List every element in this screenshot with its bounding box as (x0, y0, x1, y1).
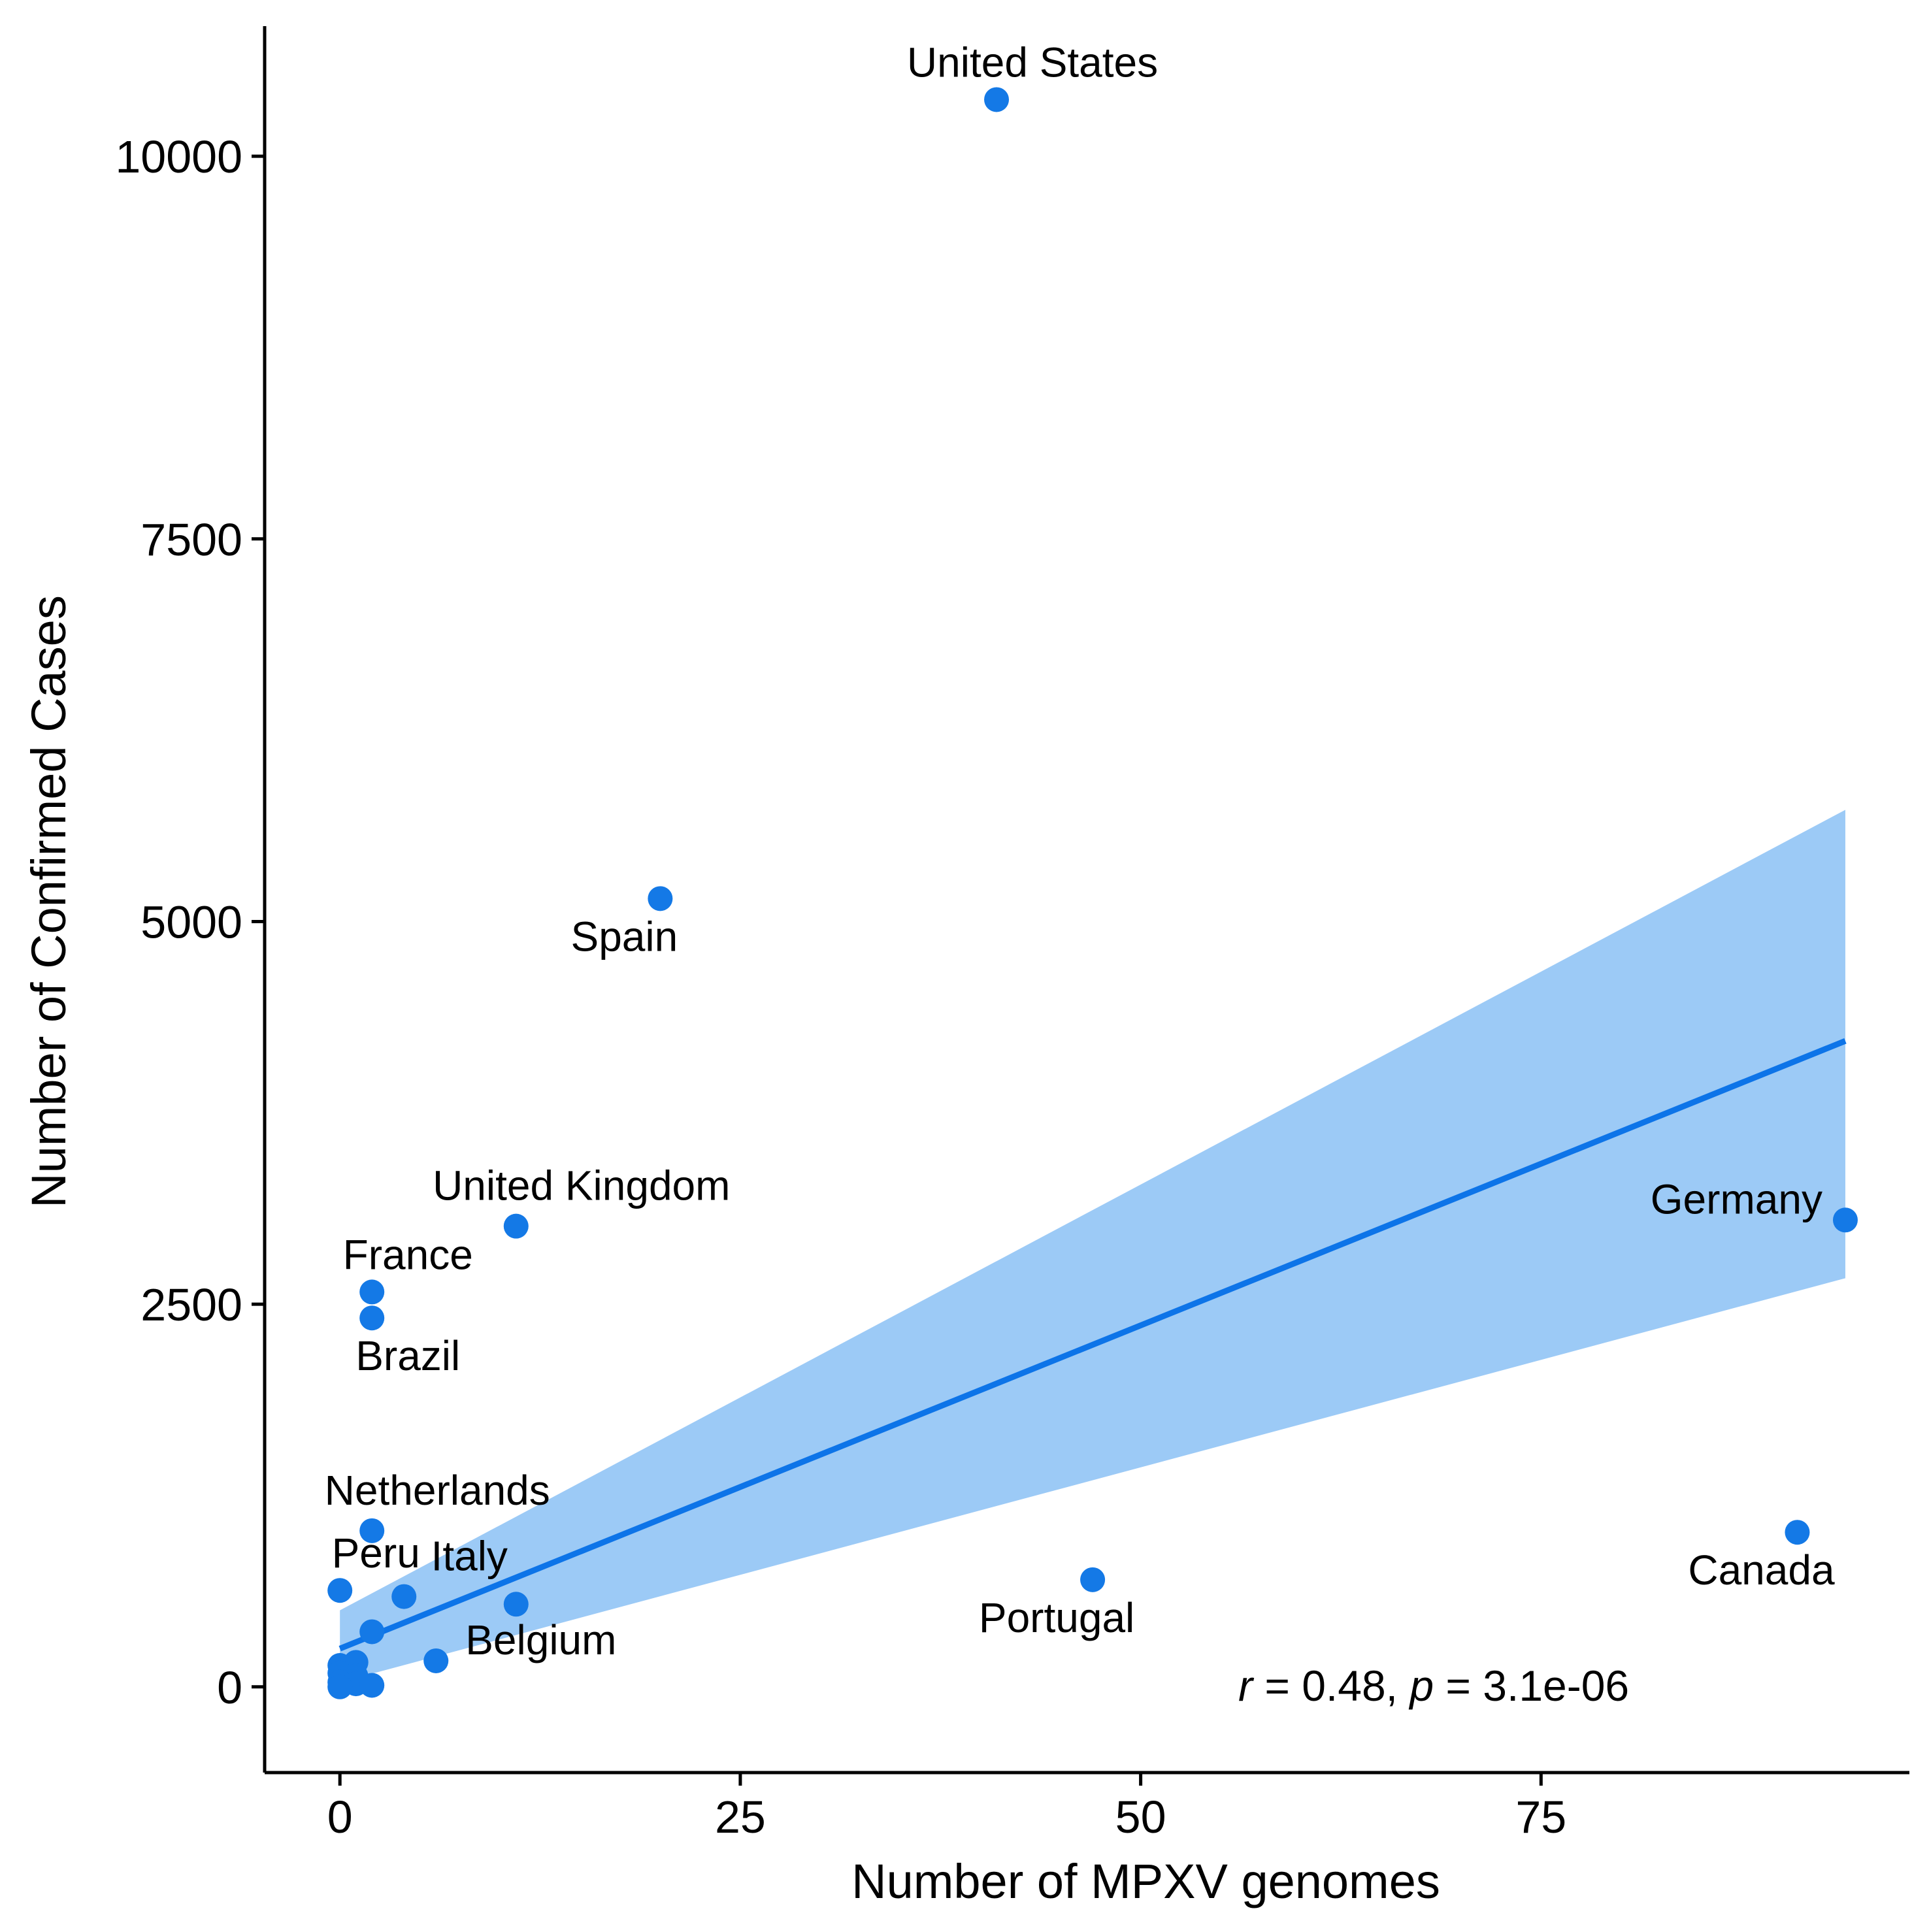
p-value: = 3.1e-06 (1434, 1662, 1629, 1710)
point-label: Canada (1688, 1547, 1835, 1594)
y-tick-label: 0 (217, 1662, 242, 1713)
axes: 0 25 50 75 0 2500 5000 7500 10000 (115, 26, 1909, 1842)
y-tick-label: 10000 (115, 131, 242, 182)
point-label: Netherlands (325, 1467, 550, 1514)
y-tick-label: 7500 (140, 514, 242, 565)
data-point (359, 1305, 385, 1331)
confidence-band-layer (340, 810, 1845, 1682)
data-point (984, 87, 1010, 112)
data-point (327, 1578, 353, 1603)
r-symbol: r (1238, 1662, 1255, 1710)
r-value: = 0.48, (1253, 1662, 1410, 1710)
x-tick-label: 75 (1515, 1792, 1566, 1842)
x-axis-title: Number of MPXV genomes (851, 1854, 1440, 1908)
y-tick-label: 5000 (140, 896, 242, 947)
points-layer (327, 87, 1858, 1699)
point-label: Brazil (355, 1332, 460, 1379)
correlation-annotation: r = 0.48, p = 3.1e-06 (1238, 1662, 1629, 1710)
data-point (648, 886, 673, 911)
data-point (1785, 1520, 1810, 1545)
point-label: Spain (571, 913, 678, 960)
point-label: United Kingdom (433, 1162, 730, 1209)
regression-line-layer (338, 1038, 1847, 1652)
data-point (359, 1279, 385, 1305)
point-label: Peru (332, 1530, 420, 1577)
data-point (1080, 1567, 1106, 1592)
point-label: Portugal (979, 1594, 1134, 1641)
x-tick-label: 50 (1115, 1792, 1166, 1842)
data-point (359, 1518, 385, 1543)
regression-line (338, 1038, 1847, 1652)
point-label: United States (907, 39, 1158, 86)
confidence-band (340, 810, 1845, 1682)
data-point (423, 1648, 449, 1673)
data-point (1832, 1207, 1858, 1233)
p-symbol: p (1408, 1662, 1434, 1710)
y-tick-label: 2500 (140, 1279, 242, 1330)
data-point (359, 1673, 385, 1698)
data-point (391, 1584, 417, 1609)
point-label: Germany (1651, 1175, 1822, 1222)
data-point (503, 1213, 529, 1239)
data-point (503, 1592, 529, 1617)
x-tick-label: 25 (715, 1792, 766, 1842)
x-tick-label: 0 (327, 1792, 353, 1842)
point-label: France (343, 1231, 473, 1278)
data-point (359, 1619, 385, 1645)
data-point (327, 1674, 353, 1699)
point-labels-layer: United States Spain United Kingdom France Br… (325, 39, 1835, 1663)
y-axis-title: Number of Confirmed Cases (22, 595, 76, 1208)
point-label: Belgium (465, 1616, 616, 1663)
point-label: Italy (431, 1533, 508, 1580)
